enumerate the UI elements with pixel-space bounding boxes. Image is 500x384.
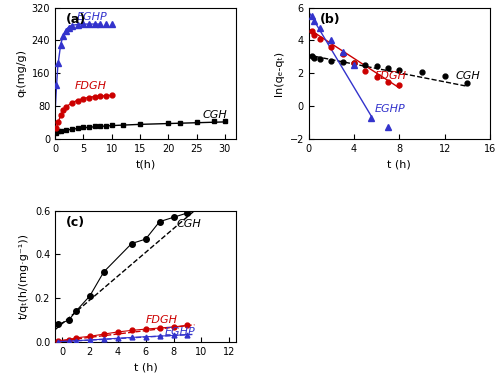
Text: CGH: CGH (456, 71, 481, 81)
Text: (a): (a) (66, 13, 86, 26)
Text: EGHP: EGHP (165, 326, 196, 336)
Text: FDGH: FDGH (75, 81, 107, 91)
Y-axis label: qₜ(mg/g): qₜ(mg/g) (16, 49, 26, 97)
Y-axis label: t/qₜ(h/(mg·g⁻¹)): t/qₜ(h/(mg·g⁻¹)) (19, 233, 29, 319)
Text: CGH: CGH (202, 110, 227, 120)
Y-axis label: ln(qₑ-qₜ): ln(qₑ-qₜ) (274, 51, 284, 96)
X-axis label: t(h): t(h) (136, 159, 156, 169)
Text: EGHP: EGHP (374, 104, 405, 114)
X-axis label: t (h): t (h) (388, 159, 411, 169)
Text: FDGH: FDGH (374, 71, 406, 81)
Text: EGHP: EGHP (76, 12, 108, 22)
Text: (c): (c) (66, 216, 85, 229)
Text: (b): (b) (320, 13, 340, 26)
Text: CGH: CGH (176, 219, 201, 229)
Text: FDGH: FDGH (146, 314, 178, 324)
X-axis label: t (h): t (h) (134, 362, 158, 372)
